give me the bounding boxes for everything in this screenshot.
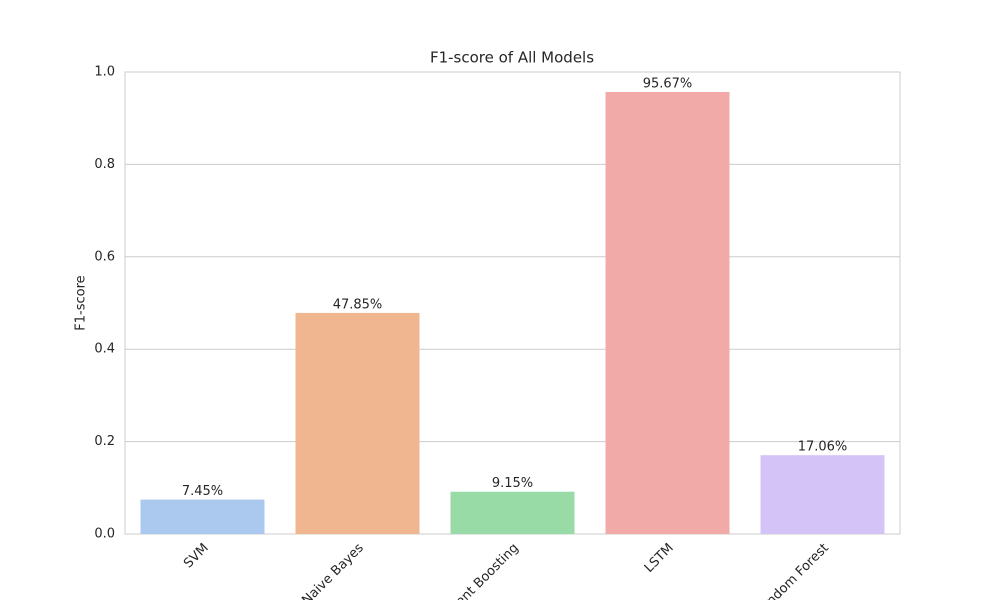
value-label: 9.15% (492, 476, 533, 491)
y-tick-label: 0.4 (94, 342, 115, 357)
value-label: 17.06% (798, 440, 848, 455)
bar (140, 499, 265, 534)
bar (295, 312, 420, 534)
bar (605, 92, 730, 534)
y-tick-label: 0.6 (94, 249, 115, 264)
y-tick-label: 0.8 (94, 157, 115, 172)
bar (450, 491, 575, 534)
y-axis-label: F1-score (74, 275, 89, 330)
value-label: 95.67% (643, 77, 693, 92)
x-tick-label: Gradient Boosting (428, 541, 522, 600)
chart-title: F1-score of All Models (430, 49, 594, 67)
x-tick-label: LSTM (642, 541, 677, 576)
y-tick-label: 0.0 (94, 527, 115, 542)
x-tick-label: Random Forest (752, 541, 832, 600)
bar (760, 455, 885, 534)
x-tick-label: SVM (181, 541, 212, 572)
value-label: 47.85% (333, 297, 383, 312)
x-tick-label: Naive Bayes (299, 541, 367, 600)
y-tick-label: 1.0 (94, 65, 115, 80)
value-label: 7.45% (182, 484, 223, 499)
y-tick-label: 0.2 (94, 434, 115, 449)
